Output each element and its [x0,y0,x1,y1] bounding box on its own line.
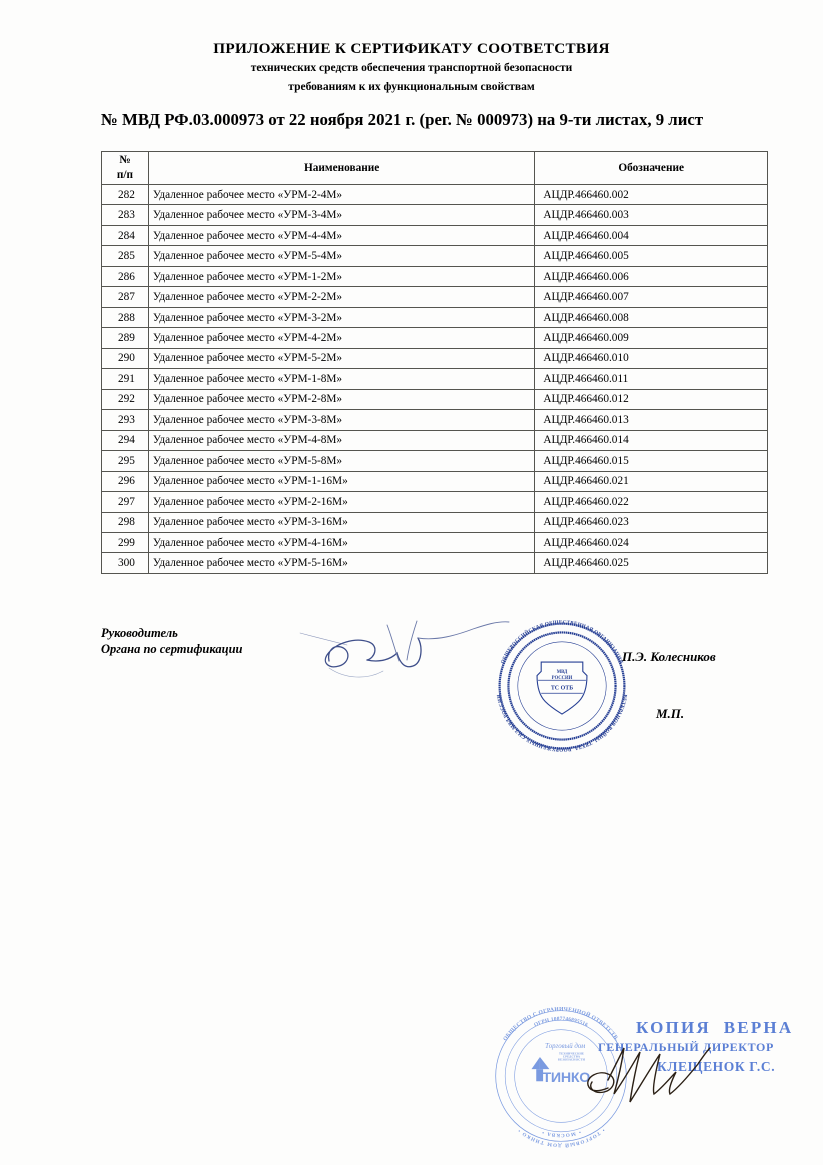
svg-text:МВД: МВД [557,670,568,675]
svg-text:ОБЩЕРОССИЙСКАЯ ОБЩЕСТВЕННАЯ ОР: ОБЩЕРОССИЙСКАЯ ОБЩЕСТВЕННАЯ ОРГАНИЗАЦИЯ [500,620,624,665]
svg-text:ОГРН 1087746895516: ОГРН 1087746895516 [533,1016,589,1028]
svg-text:• ТОРГОВЫЙ ДОМ ТИНКО •: • ТОРГОВЫЙ ДОМ ТИНКО • [517,1127,605,1148]
svg-text:РОССИИ: РОССИИ [552,676,573,681]
svg-text:ТС ОТБ: ТС ОТБ [551,686,573,692]
svg-text:ВЕТЕРАНОВ ВОЙНЫ, ТРУДА, ВООРУЖ: ВЕТЕРАНОВ ВОЙНЫ, ТРУДА, ВООРУЖЕННЫХ СИЛ … [496,694,628,753]
